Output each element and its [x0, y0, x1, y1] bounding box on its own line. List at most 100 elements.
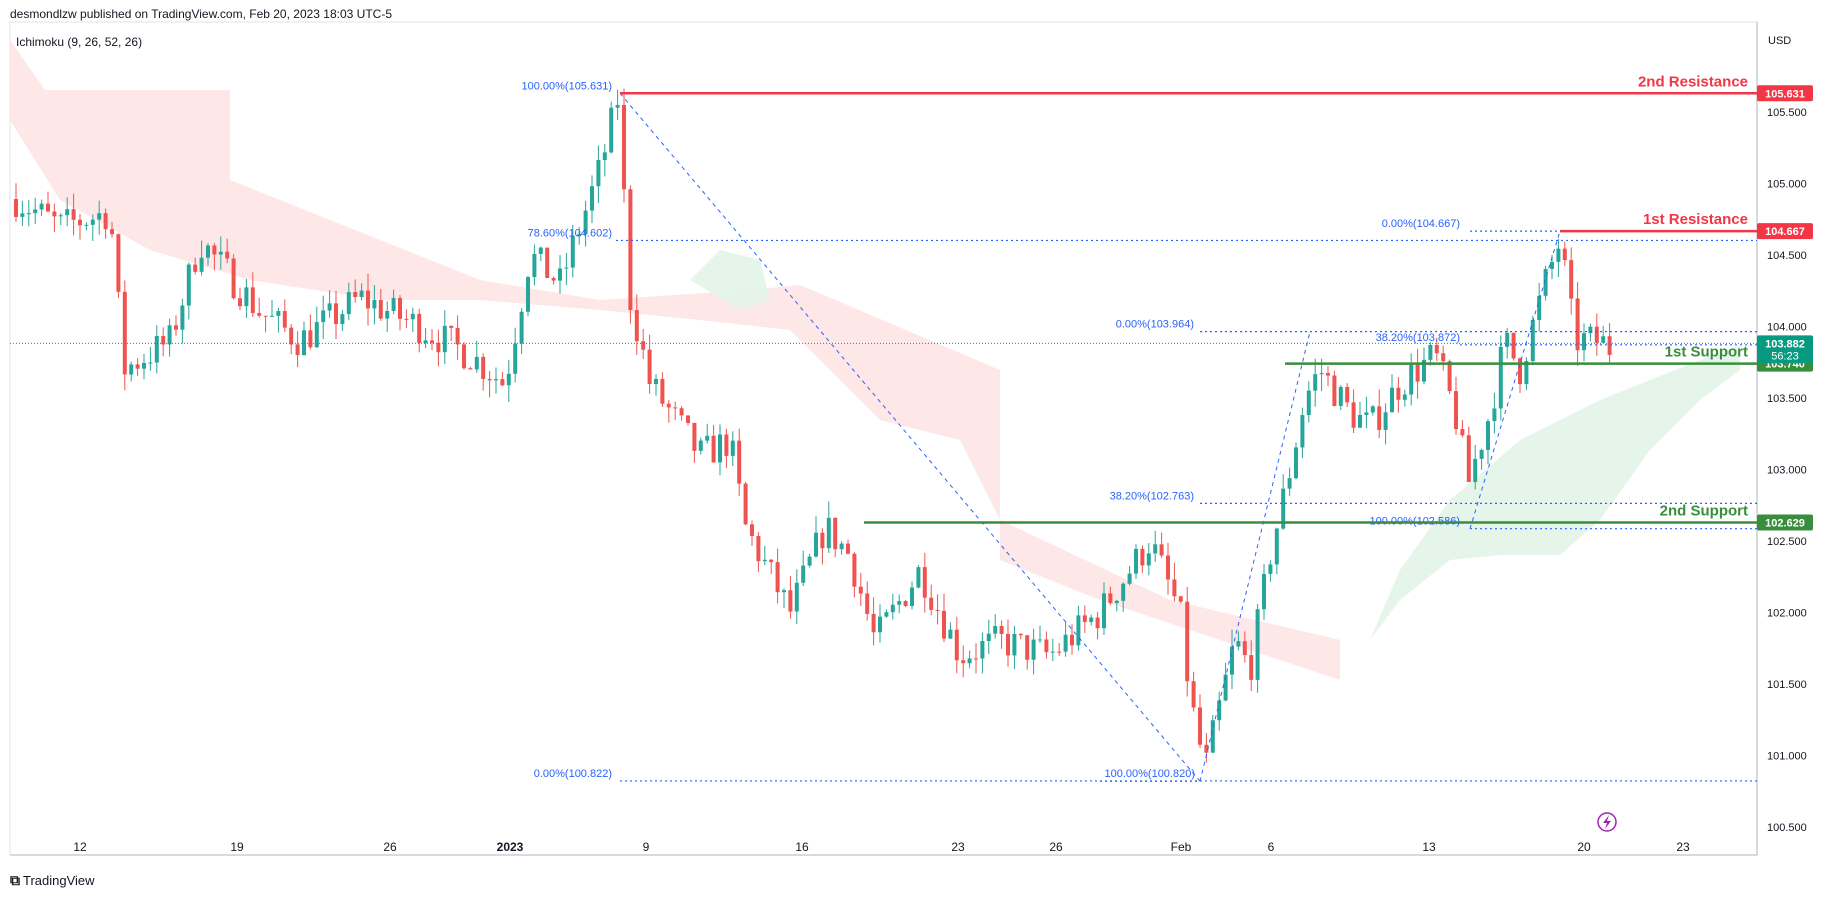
price-badge-resistance	[1757, 85, 1813, 102]
candle-body	[1428, 344, 1433, 360]
candle-body	[743, 483, 748, 525]
candle-body	[1038, 639, 1042, 641]
candle-body	[922, 567, 927, 598]
candle-body	[308, 330, 313, 348]
candle-body	[954, 629, 959, 661]
candle-body	[142, 362, 146, 369]
candle-body	[462, 344, 466, 369]
level-name-resistance: 2nd Resistance	[1638, 73, 1748, 90]
candle-body	[1460, 429, 1465, 436]
publisher-header: desmondlzw published on TradingView.com,…	[10, 7, 393, 21]
candle-body	[1306, 390, 1311, 416]
candle-body	[1044, 639, 1049, 653]
candle-body	[327, 303, 332, 311]
candle-body	[391, 297, 396, 311]
candle-body	[1594, 326, 1599, 343]
candle-body	[65, 209, 70, 216]
candle-body	[1511, 332, 1516, 359]
candle-body	[1390, 387, 1394, 413]
candle-body	[206, 245, 210, 258]
candle-body	[814, 532, 818, 557]
candle-body	[1063, 634, 1068, 652]
candle-body	[596, 160, 601, 187]
candle-body	[820, 532, 825, 549]
x-tick-label: 2023	[497, 840, 524, 854]
candle-body	[679, 408, 684, 416]
candle-body	[174, 325, 178, 330]
x-tick-label: Feb	[1171, 840, 1192, 854]
candle-body	[193, 264, 198, 272]
candle-body	[1191, 681, 1196, 708]
ichimoku-indicator-label[interactable]: Ichimoku (9, 26, 52, 26)	[16, 35, 143, 49]
footer-brand[interactable]: ⧉ TradingView	[10, 872, 95, 889]
fib-level-label: 0.00%(100.822)	[534, 768, 612, 780]
candle-body	[1140, 548, 1145, 566]
candle-body	[590, 186, 594, 211]
candle-body	[1082, 615, 1087, 622]
candle-body	[1518, 358, 1522, 385]
ichimoku-cloud-bullish	[1370, 345, 1740, 640]
candle-body	[769, 559, 774, 563]
candle-body	[1262, 573, 1266, 610]
lightning-bolt-icon	[1603, 815, 1611, 829]
x-tick-label: 23	[951, 840, 965, 854]
candle-body	[871, 613, 876, 633]
price-badge-resistance	[1757, 223, 1813, 240]
candle-body	[353, 292, 358, 297]
candle-body	[410, 313, 415, 320]
y-tick-label: 101.000	[1767, 751, 1807, 763]
candle-body	[103, 213, 108, 230]
candle-body	[705, 435, 710, 441]
candles-group	[14, 88, 1612, 763]
candle-body	[506, 373, 511, 386]
candle-body	[340, 314, 345, 325]
candle-body	[436, 342, 441, 353]
candle-body	[1057, 651, 1062, 653]
candle-body	[366, 290, 370, 309]
candle-body	[948, 629, 953, 639]
candle-body	[1313, 374, 1318, 391]
fib-trend-line	[1469, 230, 1561, 529]
candle-body	[1255, 609, 1260, 680]
y-tick-label: 102.000	[1767, 608, 1807, 620]
candle-body	[52, 211, 57, 217]
candle-body	[455, 327, 460, 345]
candle-body	[986, 633, 991, 642]
candle-body	[1134, 548, 1138, 574]
candle-body	[967, 658, 972, 664]
candle-body	[634, 310, 639, 342]
candle-body	[90, 219, 95, 225]
candle-body	[346, 292, 351, 315]
candle-body	[468, 368, 473, 370]
candle-body	[1486, 421, 1490, 450]
candle-body	[833, 517, 838, 550]
candle-body	[1466, 435, 1471, 482]
candle-body	[564, 267, 569, 269]
candle-body	[1031, 639, 1036, 660]
candle-body	[698, 440, 703, 451]
tradingview-logo-icon: ⧉	[10, 872, 20, 888]
candle-body	[737, 440, 742, 484]
candle-body	[711, 435, 716, 463]
candle-body	[1409, 364, 1414, 395]
candle-body	[334, 303, 338, 325]
candle-body	[244, 287, 249, 307]
y-tick-label: 100.500	[1767, 822, 1807, 834]
candle-body	[1108, 593, 1113, 604]
candle-body	[558, 268, 562, 281]
y-tick-label: 104.500	[1767, 250, 1807, 262]
candle-body	[654, 378, 658, 385]
candle-body	[1294, 447, 1298, 479]
candle-body	[289, 327, 294, 345]
candle-body	[1454, 391, 1458, 430]
candle-body	[1345, 386, 1350, 403]
candle-body	[897, 601, 902, 605]
candle-body	[788, 590, 793, 612]
candle-body	[647, 349, 652, 385]
candle-body	[660, 378, 665, 404]
candle-body	[666, 403, 671, 408]
candle-body	[1402, 394, 1407, 400]
candle-body	[583, 210, 588, 235]
candle-body	[276, 311, 281, 316]
